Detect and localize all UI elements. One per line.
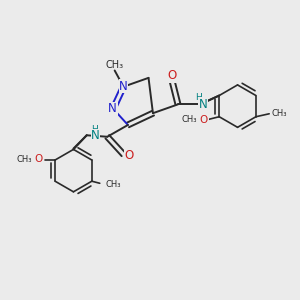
Text: N: N xyxy=(108,102,117,115)
Text: CH₃: CH₃ xyxy=(106,180,121,189)
Text: O: O xyxy=(125,149,134,162)
Text: H: H xyxy=(91,125,98,134)
Text: H: H xyxy=(195,93,202,102)
Text: N: N xyxy=(119,80,128,93)
Text: O: O xyxy=(34,154,42,164)
Text: O: O xyxy=(200,115,208,125)
Text: CH₃: CH₃ xyxy=(182,115,197,124)
Text: N: N xyxy=(199,98,207,111)
Text: CH₃: CH₃ xyxy=(272,109,287,118)
Text: CH₃: CH₃ xyxy=(16,155,32,164)
Text: N: N xyxy=(91,129,100,142)
Text: CH₃: CH₃ xyxy=(106,60,124,70)
Text: O: O xyxy=(167,69,177,82)
